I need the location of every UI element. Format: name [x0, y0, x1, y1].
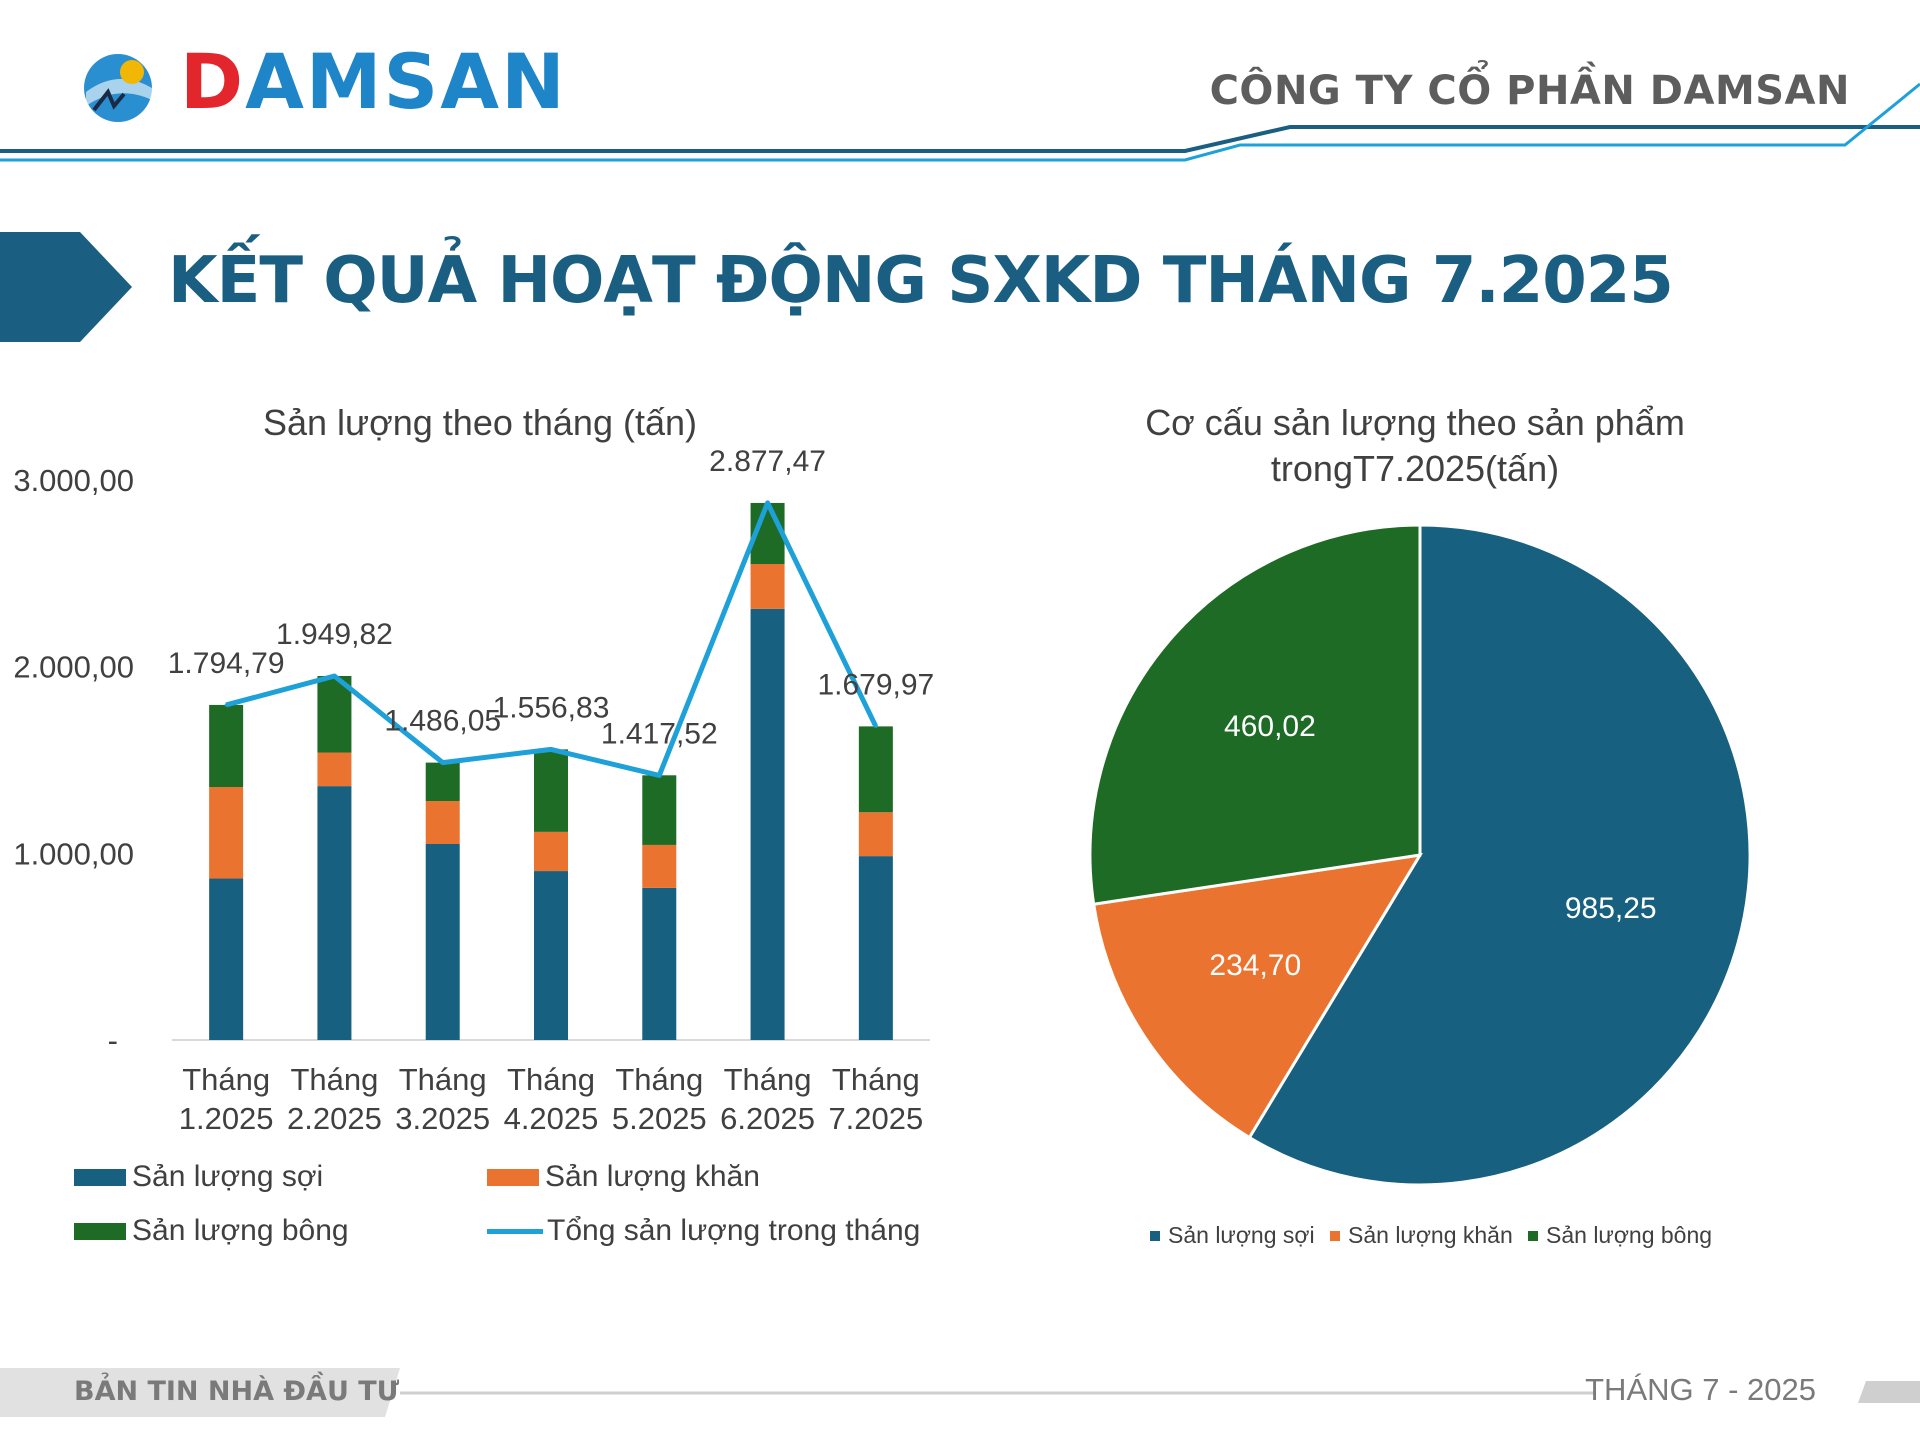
- bar-segment: [209, 787, 244, 879]
- bar-segment: [317, 752, 352, 787]
- logo-icon: [74, 48, 164, 124]
- bar-chart-title: Sản lượng theo tháng (tấn): [263, 402, 697, 443]
- x-tick-label: Tháng: [507, 1062, 595, 1097]
- bar-chart: - 1.000,00 2.000,00 3.000,00 Tháng 1.2025 Thán…: [13, 445, 934, 1136]
- x-tick-label: 1.2025: [179, 1101, 274, 1136]
- total-data-label: 1.556,83: [493, 691, 610, 724]
- bar-segment: [209, 704, 244, 788]
- total-line-point: [766, 501, 770, 505]
- bar-segment: [534, 749, 568, 832]
- pie-data-label: 460,02: [1224, 710, 1316, 743]
- bar-segment: [425, 762, 460, 802]
- legend-label-bong: Sản lượng bông: [132, 1214, 349, 1247]
- pie-legend-label-bong: Sản lượng bông: [1546, 1222, 1713, 1248]
- footer-date: THÁNG 7 - 2025: [1585, 1372, 1816, 1407]
- pie-data-label: 985,25: [1565, 892, 1657, 925]
- x-tick-label: 3.2025: [395, 1101, 490, 1136]
- title-arrow-icon: [0, 232, 132, 342]
- pie-slice: [1088, 523, 1422, 906]
- bar-segment: [209, 878, 244, 1040]
- bar-segment: [642, 887, 677, 1040]
- pie-legend-swatch-soi: [1150, 1230, 1160, 1241]
- bar-segment: [317, 786, 352, 1040]
- bar-segment: [642, 775, 677, 845]
- pie-legend-swatch-bong: [1528, 1230, 1538, 1241]
- legend-label-khan: Sản lượng khăn: [545, 1160, 760, 1193]
- total-line-point: [224, 703, 228, 707]
- header-decoration: [0, 82, 1920, 162]
- x-tick-label: Tháng: [399, 1062, 487, 1097]
- bar-segment: [750, 564, 785, 609]
- total-line-point: [874, 724, 878, 728]
- footer-decoration: [0, 1368, 1920, 1417]
- bar-segment: [858, 812, 893, 857]
- total-data-label: 1.679,97: [817, 668, 934, 701]
- pie-legend-item-soi: Sản lượng sợi: [1150, 1222, 1315, 1249]
- x-tick-label: 4.2025: [504, 1101, 599, 1136]
- legend-label-total: Tổng sản lượng trong tháng: [547, 1214, 921, 1247]
- y-tick-label: 3.000,00: [13, 463, 134, 498]
- legend-item-total: Tổng sản lượng trong tháng: [487, 1214, 920, 1248]
- bar-chart-legend: Sản lượng sợi Sản lượng khăn Sản lượng b…: [0, 1160, 960, 1250]
- pie-slice: [1091, 853, 1423, 1140]
- legend-swatch-khan: [487, 1168, 539, 1186]
- y-tick-label: 2.000,00: [13, 650, 134, 685]
- bar-segment: [858, 726, 893, 813]
- bar-segment: [858, 856, 893, 1040]
- pie-legend-label-khan: Sản lượng khăn: [1348, 1222, 1513, 1248]
- x-tick-label: 6.2025: [720, 1101, 815, 1136]
- legend-swatch-bong: [74, 1222, 126, 1240]
- pie-data-label: 234,70: [1209, 949, 1301, 982]
- total-data-label: 1.949,82: [276, 618, 393, 651]
- total-data-label: 1.486,05: [384, 705, 501, 738]
- bar-segment: [425, 801, 460, 844]
- pie-chart: 985,25 234,70 460,02: [1088, 523, 1752, 1187]
- pie-chart-title: Cơ cấu sản lượng theo sản phẩm trongT7.2…: [1090, 400, 1740, 492]
- x-tick-label: Tháng: [290, 1062, 378, 1097]
- legend-item-khan: Sản lượng khăn: [487, 1160, 760, 1194]
- legend-label-soi: Sản lượng sợi: [132, 1160, 324, 1193]
- total-line-point: [441, 761, 445, 765]
- bar-segment: [642, 844, 677, 888]
- pie-chart-title-line-1: Cơ cấu sản lượng theo sản phẩm: [1145, 402, 1685, 443]
- bar-segment: [534, 831, 568, 872]
- legend-swatch-total: [487, 1228, 543, 1234]
- x-tick-label: 7.2025: [828, 1101, 923, 1136]
- bar-segment: [534, 871, 568, 1040]
- legend-swatch-soi: [74, 1168, 126, 1186]
- x-tick-label: 2.2025: [287, 1101, 382, 1136]
- y-tick-label: -: [108, 1023, 118, 1058]
- x-tick-label: Tháng: [182, 1062, 270, 1097]
- pie-legend-item-khan: Sản lượng khăn: [1330, 1222, 1513, 1249]
- pie-legend-swatch-khan: [1330, 1230, 1340, 1241]
- total-data-label: 1.794,79: [168, 647, 285, 680]
- legend-item-bong: Sản lượng bông: [74, 1214, 349, 1248]
- y-tick-label: 1.000,00: [13, 836, 134, 871]
- bar-segment: [750, 608, 785, 1040]
- x-tick-label: Tháng: [724, 1062, 812, 1097]
- footer-newsletter-label: BẢN TIN NHÀ ĐẦU TƯ: [74, 1376, 400, 1407]
- bar-segment: [317, 676, 352, 753]
- pie-legend-label-soi: Sản lượng sợi: [1168, 1222, 1315, 1248]
- legend-item-soi: Sản lượng sợi: [74, 1160, 323, 1194]
- pie-legend-item-bong: Sản lượng bông: [1528, 1222, 1712, 1249]
- x-tick-label: Tháng: [832, 1062, 920, 1097]
- total-data-label: 1.417,52: [601, 717, 718, 750]
- logo-text: DAMSAN: [180, 37, 567, 126]
- total-line-point: [657, 773, 661, 777]
- x-tick-label: Tháng: [615, 1062, 703, 1097]
- total-data-label: 2.877,47: [709, 445, 826, 478]
- company-name: CÔNG TY CỔ PHẦN DAMSAN: [1209, 68, 1850, 114]
- pie-chart-title-line-2: trongT7.2025(tấn): [1270, 448, 1560, 489]
- bar-segment: [425, 844, 460, 1040]
- pie-slice: [1247, 523, 1752, 1187]
- x-tick-label: 5.2025: [612, 1101, 707, 1136]
- pie-chart-legend: Sản lượng sợi Sản lượng khăn Sản lượng b…: [1140, 1222, 1760, 1258]
- total-line-point: [549, 747, 553, 751]
- page-title: KẾT QUẢ HOẠT ĐỘNG SXKD THÁNG 7.2025: [168, 244, 1674, 318]
- total-line-point: [332, 674, 336, 678]
